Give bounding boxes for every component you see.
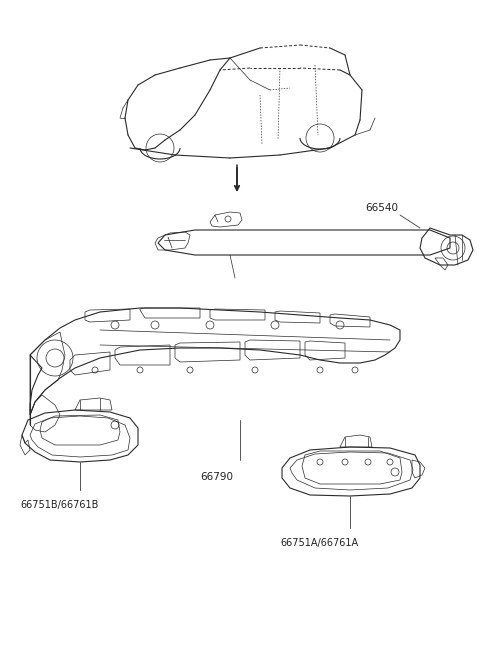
Text: 66751A/66761A: 66751A/66761A xyxy=(280,538,358,548)
Text: 66540: 66540 xyxy=(365,203,398,213)
Text: 66751B/66761B: 66751B/66761B xyxy=(20,500,98,510)
Text: 66790: 66790 xyxy=(200,472,233,482)
